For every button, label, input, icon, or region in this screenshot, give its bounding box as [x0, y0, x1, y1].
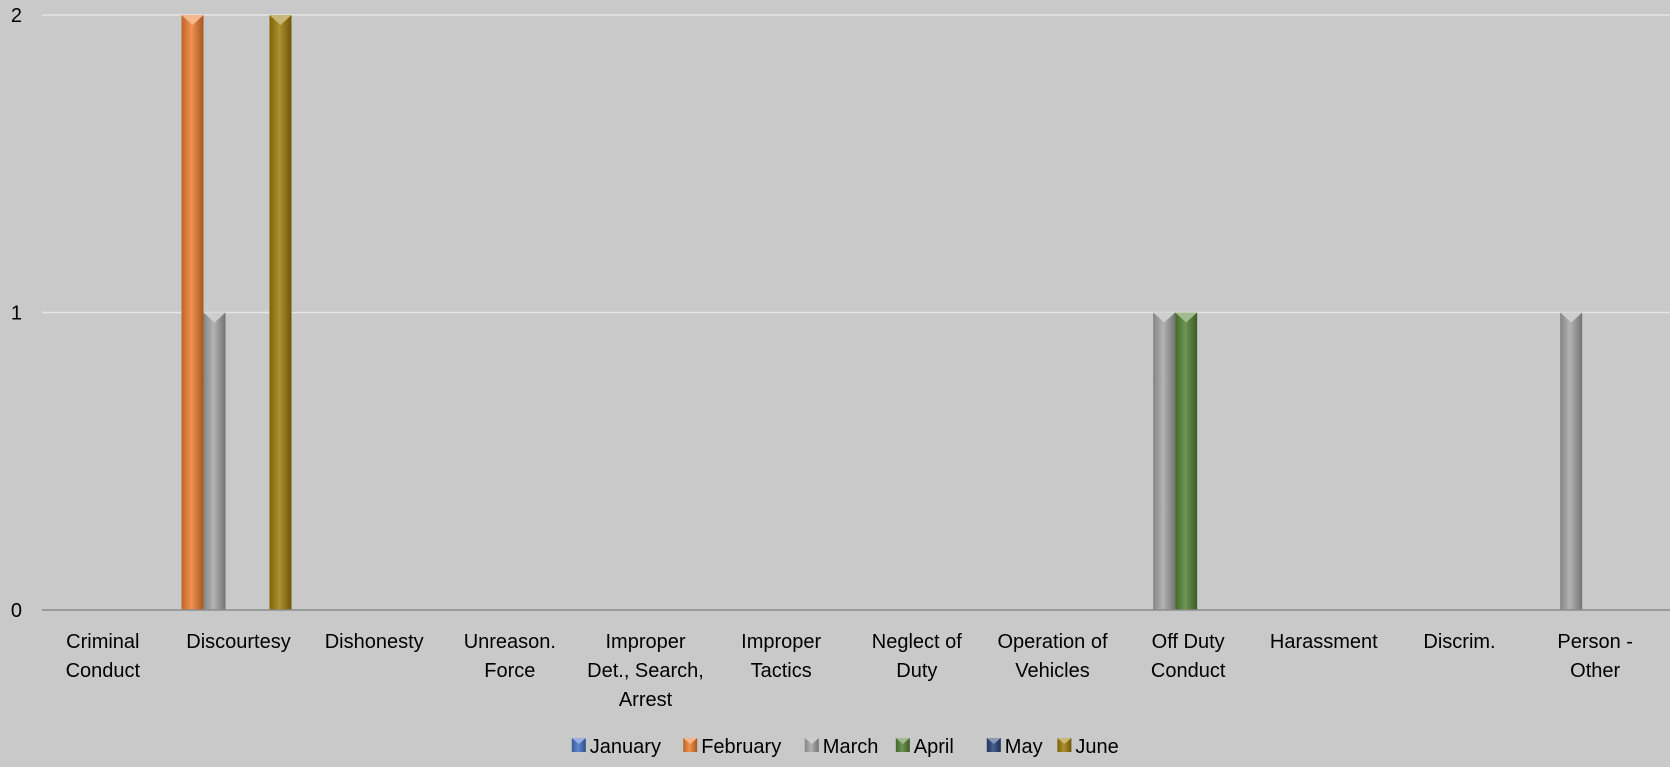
- bar: [1175, 312, 1198, 610]
- bar-body: [181, 15, 204, 610]
- legend-label: June: [1075, 736, 1118, 758]
- legend-label: April: [914, 736, 954, 758]
- legend-swatch: [571, 738, 586, 752]
- y-tick-label: 0: [11, 600, 22, 622]
- legend-swatch: [804, 738, 819, 752]
- category-label-line: Discourtesy: [186, 631, 290, 653]
- legend-swatch-bevel: [895, 738, 910, 744]
- legend-swatch-bevel: [683, 738, 698, 744]
- category-label-line: Conduct: [1151, 660, 1226, 682]
- category-label-line: Tactics: [751, 660, 812, 682]
- bar-body: [1175, 312, 1198, 610]
- category-label: Discourtesy: [186, 631, 290, 653]
- bar-bevel: [203, 312, 226, 323]
- category-label-line: Dishonesty: [325, 631, 424, 653]
- bar-bevel: [1153, 312, 1176, 323]
- bar-bevel: [1175, 312, 1198, 323]
- legend-item: February: [683, 736, 781, 758]
- category-label-line: Other: [1570, 660, 1620, 682]
- category-label: Discrim.: [1423, 631, 1495, 653]
- category-label-line: Harassment: [1270, 631, 1378, 653]
- legend-item: January: [571, 736, 661, 758]
- y-tick-label: 2: [11, 5, 22, 27]
- category-label-line: Improper: [605, 631, 685, 653]
- category-label-line: Force: [484, 660, 535, 682]
- category-label-line: Det., Search,: [587, 660, 704, 682]
- category-label: Unreason. Force: [464, 631, 556, 682]
- legend-item: March: [804, 736, 879, 758]
- category-label-line: Criminal: [66, 631, 139, 653]
- category-label: Harassment: [1270, 631, 1378, 653]
- category-label-line: Neglect of: [872, 631, 962, 653]
- bar-body: [1560, 312, 1583, 610]
- category-label-line: Vehicles: [1015, 660, 1090, 682]
- legend-swatch-bevel: [571, 738, 586, 744]
- legend-swatch: [986, 738, 1001, 752]
- y-axis-tick-labels: 0 1 2: [11, 5, 22, 622]
- category-label: Neglect of Duty: [872, 631, 962, 682]
- legend: January February March April May June: [571, 736, 1119, 758]
- category-label: Operation of Vehicles: [997, 631, 1108, 682]
- category-label-line: Conduct: [66, 660, 141, 682]
- legend-swatch: [895, 738, 910, 752]
- category-label-line: Improper: [741, 631, 821, 653]
- category-label-line: Off Duty: [1152, 631, 1225, 653]
- category-label: Criminal Conduct: [66, 631, 141, 682]
- bar-bevel: [269, 15, 292, 25]
- y-tick-label: 1: [11, 303, 22, 325]
- category-label: Improper Tactics: [741, 631, 821, 682]
- bar-bevel: [1560, 312, 1583, 323]
- legend-swatch: [683, 738, 698, 752]
- bar-body: [1153, 312, 1176, 610]
- legend-item: April: [895, 736, 954, 758]
- bar-bevel: [181, 15, 204, 25]
- bar: [1560, 312, 1583, 610]
- category-label-line: Person -: [1557, 631, 1633, 653]
- category-label-line: Arrest: [619, 689, 673, 711]
- category-label: Improper Det., Search, Arrest: [587, 631, 704, 711]
- bar: [269, 15, 292, 610]
- legend-label: March: [823, 736, 879, 758]
- bar: [203, 312, 226, 610]
- category-label: Person - Other: [1557, 631, 1633, 682]
- legend-swatch-bevel: [1057, 738, 1072, 744]
- category-label-line: Unreason.: [464, 631, 556, 653]
- bar: [181, 15, 204, 610]
- legend-item: June: [1057, 736, 1119, 758]
- legend-label: May: [1005, 736, 1043, 758]
- legend-label: February: [701, 736, 781, 758]
- bar-body: [203, 312, 226, 610]
- category-label: Dishonesty: [325, 631, 424, 653]
- bars: [181, 15, 1583, 610]
- legend-swatch-bevel: [986, 738, 1001, 744]
- legend-swatch-bevel: [804, 738, 819, 744]
- legend-label: January: [590, 736, 661, 758]
- category-label-line: Discrim.: [1423, 631, 1495, 653]
- legend-swatch: [1057, 738, 1072, 752]
- bar: [1153, 312, 1176, 610]
- legend-item: May: [986, 736, 1043, 758]
- category-labels: Criminal Conduct Discourtesy Dishonesty Unre…: [66, 631, 1633, 711]
- bar-body: [269, 15, 292, 610]
- category-label-line: Duty: [896, 660, 937, 682]
- gridlines: [42, 14, 1670, 314]
- category-label-line: Operation of: [997, 631, 1108, 653]
- category-label: Off Duty Conduct: [1151, 631, 1226, 682]
